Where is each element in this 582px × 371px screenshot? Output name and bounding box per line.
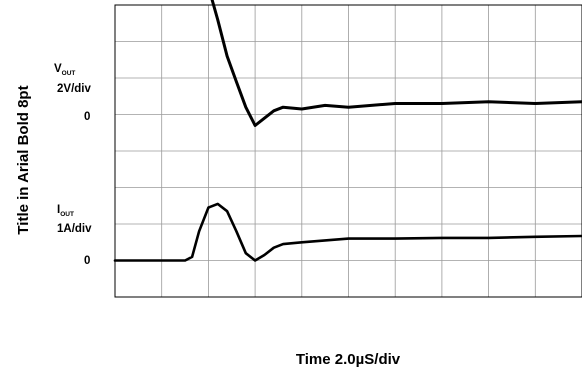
- plot-grid: [115, 5, 582, 297]
- vout-scale: 2V/div: [57, 83, 91, 95]
- x-axis-label: Time 2.0µS/div: [296, 351, 401, 368]
- vout-label: VOUT: [54, 63, 75, 77]
- chart-title: Title in Arial Bold 8pt: [15, 85, 32, 234]
- vout-trace: [210, 0, 582, 127]
- iout-label-main: I: [57, 204, 60, 216]
- iout-scale: 1A/div: [57, 223, 92, 235]
- iout-label-sub: OUT: [60, 211, 74, 218]
- vout-zero: 0: [84, 111, 90, 123]
- iout-trace: [113, 202, 582, 262]
- vout-label-main: V: [54, 63, 62, 75]
- plot-frame: [114, 4, 582, 298]
- iout-label: IOUT: [57, 204, 74, 218]
- traces: [113, 0, 582, 262]
- iout-zero: 0: [84, 255, 90, 267]
- vout-label-sub: OUT: [62, 70, 76, 77]
